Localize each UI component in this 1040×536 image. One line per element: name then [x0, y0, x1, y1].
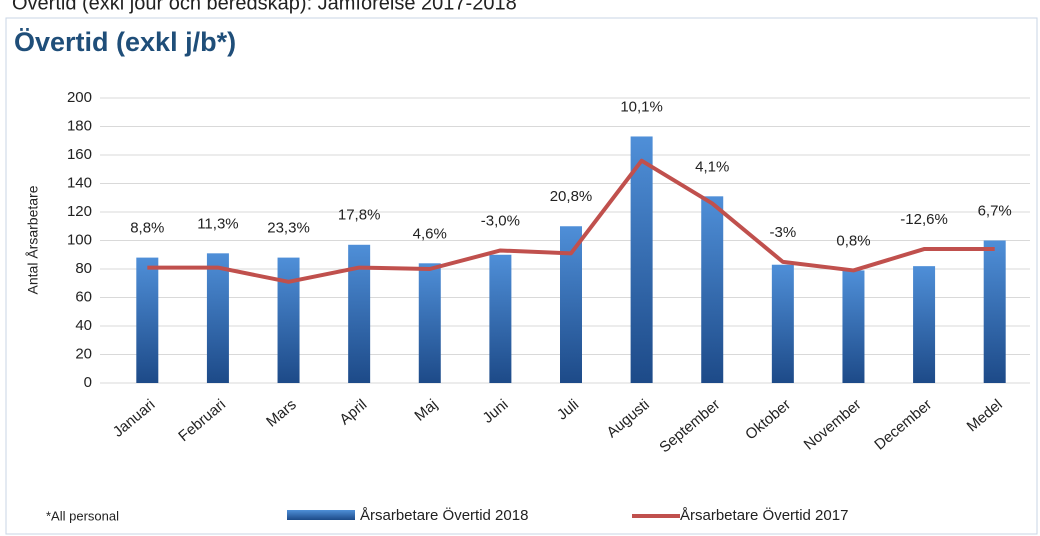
- change-label: -3%: [770, 224, 797, 241]
- x-tick-label: September: [656, 396, 723, 456]
- change-label: 0,8%: [836, 232, 870, 249]
- x-tick-label: Mars: [263, 396, 299, 430]
- x-tick-label: December: [871, 396, 935, 454]
- y-tick-label: 140: [67, 174, 92, 191]
- y-tick-label: 40: [75, 317, 92, 334]
- change-label: 23,3%: [267, 220, 310, 237]
- change-label: 8,8%: [130, 220, 164, 237]
- x-tick-label: November: [801, 396, 865, 454]
- y-tick-label: 100: [67, 231, 92, 248]
- line: [147, 158, 995, 284]
- change-label: 10,1%: [620, 98, 663, 115]
- bar: [348, 244, 371, 383]
- x-tick-label: Juni: [479, 396, 511, 427]
- y-tick-label: 200: [67, 89, 92, 106]
- x-tick-label: Medel: [964, 396, 1006, 435]
- bar: [206, 253, 229, 383]
- change-label: 4,1%: [695, 158, 729, 175]
- change-label: -3,0%: [481, 212, 520, 229]
- bar: [136, 257, 159, 383]
- bar: [913, 266, 936, 383]
- bar: [560, 226, 582, 383]
- chart-title: Övertid (exkl j/b*): [14, 27, 236, 57]
- bar: [701, 196, 724, 383]
- legend-swatch: [287, 510, 355, 520]
- change-label: 4,6%: [413, 225, 447, 242]
- x-tick-label: Juli: [554, 396, 582, 423]
- change-label: -12,6%: [900, 211, 948, 228]
- y-tick-label: 60: [75, 288, 92, 305]
- legend-label: Årsarbetare Övertid 2017: [680, 506, 848, 524]
- change-label: 17,8%: [338, 207, 381, 224]
- y-tick-label: 20: [75, 345, 92, 362]
- bar: [277, 257, 300, 383]
- page-header: Övertid (exkl jour och beredskap): Jämfö…: [12, 0, 517, 14]
- y-axis-label: Antal Årsarbetare: [25, 185, 41, 294]
- change-label: 11,3%: [197, 215, 238, 232]
- y-tick-label: 80: [75, 260, 92, 277]
- change-label: 6,7%: [978, 202, 1012, 219]
- x-tick-label: April: [336, 396, 370, 428]
- bar: [771, 264, 794, 383]
- y-tick-label: 160: [67, 146, 92, 163]
- bar: [983, 240, 1006, 383]
- x-tick-label: Augusti: [603, 396, 652, 441]
- change-label: 20,8%: [550, 188, 593, 205]
- x-tick-label: Februari: [175, 396, 229, 445]
- x-tick-label: Oktober: [742, 396, 794, 443]
- y-tick-label: 120: [67, 203, 92, 220]
- x-tick-label: Januari: [110, 396, 159, 441]
- chart-frame: [5, 17, 1038, 535]
- bar: [630, 136, 653, 383]
- y-tick-label: 180: [67, 117, 92, 134]
- legend-label: Årsarbetare Övertid 2018: [360, 506, 528, 524]
- footnote: *All personal: [46, 508, 119, 523]
- bar: [418, 263, 441, 383]
- bar: [489, 254, 512, 383]
- bar: [842, 270, 865, 383]
- x-tick-label: Maj: [411, 396, 440, 425]
- y-tick-label: 0: [84, 374, 92, 391]
